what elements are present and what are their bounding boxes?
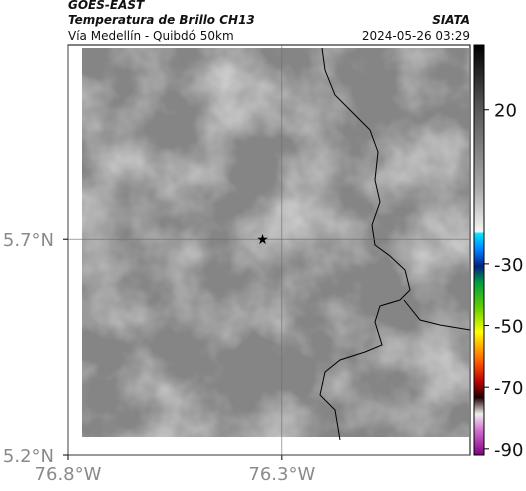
timestamp: 2024-05-26 03:29	[362, 29, 470, 43]
x-tick-label: 76.3°W	[248, 464, 315, 485]
colorbar-label: 20	[494, 101, 517, 122]
region: Vía Medellín - Quibdó 50km	[68, 29, 234, 43]
source: SIATA	[432, 13, 470, 27]
colorbar-label: -70	[494, 378, 523, 399]
cloud-texture	[82, 48, 469, 437]
coastline	[319, 47, 471, 441]
colorbar	[473, 44, 485, 456]
product: Temperatura de Brillo CH13	[68, 13, 255, 27]
colorbar-label: -50	[494, 317, 523, 338]
y-tick-label: 5.2°N	[3, 446, 54, 467]
location-marker: ★	[256, 232, 269, 248]
colorbar-label: -90	[494, 440, 523, 461]
platform: GOES-EAST	[68, 0, 145, 12]
x-tick-label: 76.8°W	[35, 464, 102, 485]
colorbar-label: -30	[494, 255, 523, 276]
map	[67, 44, 471, 456]
y-tick-label: 5.7°N	[3, 230, 54, 251]
